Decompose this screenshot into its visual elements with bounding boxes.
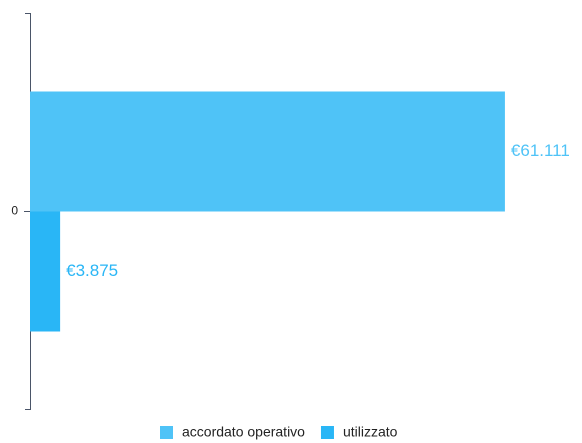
bar — [30, 91, 505, 212]
legend-swatch — [320, 426, 334, 439]
legend-swatch — [160, 426, 173, 439]
value-label: €3.875 — [66, 261, 118, 280]
legend-label: accordato operativo — [182, 424, 305, 440]
y-tick-label: 0 — [11, 204, 18, 218]
bar — [30, 211, 61, 332]
legend-label: utilizzato — [343, 424, 398, 440]
value-label: €61.111 — [511, 141, 570, 160]
